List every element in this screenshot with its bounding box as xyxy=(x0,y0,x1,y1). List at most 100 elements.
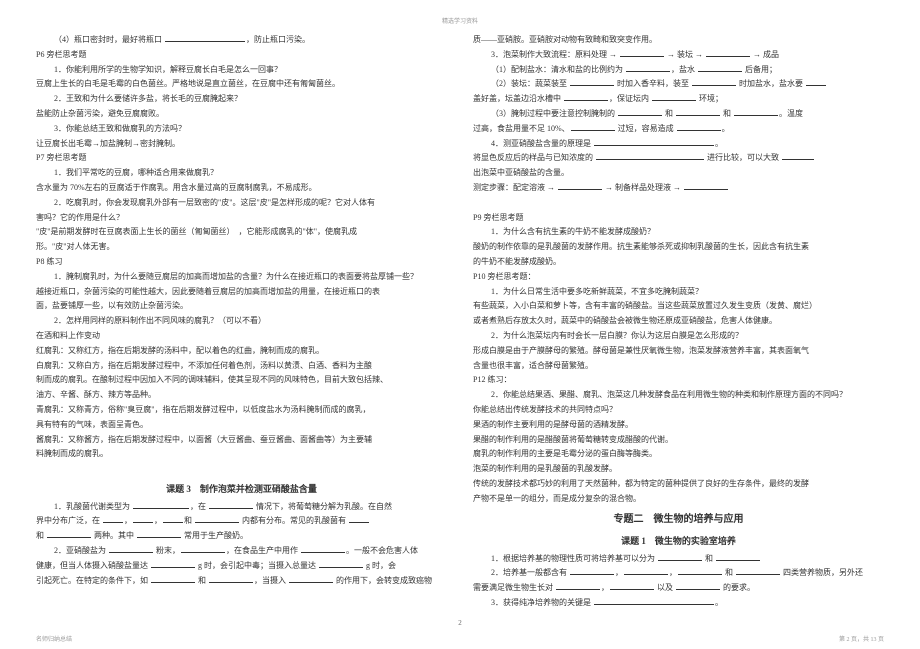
text-line: 或者煮熟后存放太久时，蔬菜中的硝酸盐会被微生物还原成亚硝酸盐，危害人体健康。 xyxy=(473,314,884,329)
text-line: 腐乳的制作利用的主要是毛霉分泌的蛋白酶等酶类。 xyxy=(473,447,884,462)
text-line: 1．我们平常吃的豆腐，哪种适合用来做腐乳？ xyxy=(36,166,447,181)
fill-blank xyxy=(782,152,814,160)
fill-blank xyxy=(652,93,696,101)
fill-blank xyxy=(676,108,720,116)
text-line: 3．获得纯净培养物的关键是 。 xyxy=(473,596,884,611)
fill-blank xyxy=(678,567,722,575)
text-line: 测定步骤：配定溶液 → → 制备样品处理液 → xyxy=(473,181,884,196)
fill-blank xyxy=(734,108,778,116)
text-line: 质——亚硝胺。亚硝胺对动物有致畸和致突变作用。 xyxy=(473,33,884,48)
fill-blank xyxy=(596,152,704,160)
text-line: 2．亚硝酸盐为 粉末，，在食品生产中用作 。一般不会危害人体 xyxy=(36,544,447,559)
text-line: 的牛奶不能发酵成酸奶。 xyxy=(473,255,884,270)
fill-blank xyxy=(610,582,654,590)
text-line: 2．你能总结果酒、果醋、腐乳、泡菜这几种发酵食品在利用微生物的种类和制作原理方面… xyxy=(473,388,884,403)
text-line: 引起死亡。在特定的条件下，如 和 ，当摄入 的作用下，会转变成致癌物 xyxy=(36,574,447,589)
text-line: 油方、辛酱、酥方、辣方等品种。 xyxy=(36,388,447,403)
page-footer: 名师归纳总结 第 2 页，共 13 页 xyxy=(36,634,884,643)
two-column-layout: （4）瓶口密封时，最好将瓶口 ，防止瓶口污染。P6 旁栏思考题1．你能利用所学的… xyxy=(36,33,884,613)
fill-blank xyxy=(564,93,608,101)
text-line: 2．培养基一般都含有 ，， 和 四类营养物质，另外还 xyxy=(473,566,884,581)
text-line: 在酒和料上作变动 xyxy=(36,329,447,344)
text-line: 过高，食盐用量不足 10%、 过短，容易造成 。 xyxy=(473,122,884,137)
text-line: 1．腌制腐乳时，为什么要随豆腐层的加高而增加盐的含量？为什么在接近瓶口的表面要将… xyxy=(36,270,447,285)
fill-blank xyxy=(209,575,253,583)
text-line: P9 旁栏思考题 xyxy=(473,211,884,226)
text-line: P10 旁栏思考题： xyxy=(473,270,884,285)
fill-blank xyxy=(181,545,225,553)
text-line: 形成白膜是由于产膜酵母的繁殖。酵母菌是兼性厌氧微生物，泡菜发酵液营养丰富，其表面… xyxy=(473,344,884,359)
fill-blank xyxy=(698,64,742,72)
fill-blank xyxy=(570,78,614,86)
fill-blank xyxy=(47,530,91,538)
footer-right-text: 第 2 页，共 13 页 xyxy=(839,634,884,643)
text-line: 和 两种。其中 常用于生产酸奶。 xyxy=(36,529,447,544)
text-line: 果醋的制作利用的是醋酸菌将葡萄糖转变成醋酸的代谢。 xyxy=(473,433,884,448)
fill-blank xyxy=(706,49,750,57)
fill-blank xyxy=(151,575,195,583)
topic-heading: 课题 1 微生物的实验室培养 xyxy=(473,533,884,550)
text-line: P8 练习 xyxy=(36,255,447,270)
text-line: 1．乳酸菌代谢类型为 ，在 情况下，将葡萄糖分解为乳酸。在自然 xyxy=(36,500,447,515)
topic-heading: 课题 3 制作泡菜并检测亚硝酸盐含量 xyxy=(36,481,447,498)
text-line: 产物不是单一的组分，而是成分复杂的混合物。 xyxy=(473,492,884,507)
fill-blank xyxy=(626,64,670,72)
text-line: 泡菜的制作利用的是乳酸菌的乳酸发酵。 xyxy=(473,462,884,477)
text-line: 2．王致和为什么要储许多盐，将长毛的豆腐腌起来？ xyxy=(36,92,447,107)
text-line xyxy=(36,462,447,477)
text-line: 具有特有的气味，表面呈青色。 xyxy=(36,418,447,433)
text-line: P12 练习： xyxy=(473,373,884,388)
topic-heading: 专题二 微生物的培养与应用 xyxy=(473,511,884,530)
text-line: 3．泡菜制作大致流程：原料处理 → → 装坛 → → 成品 xyxy=(473,48,884,63)
right-column: 质——亚硝胺。亚硝胺对动物有致畸和致突变作用。3．泡菜制作大致流程：原料处理 →… xyxy=(473,33,884,613)
text-line: 豆腐上生长的白毛是毛霉的白色菌丝。严格地说是直立菌丝，在豆腐中还有匍匐菌丝。 xyxy=(36,77,447,92)
text-line: 让豆腐长出毛霉→加盐腌制→密封腌制。 xyxy=(36,137,447,152)
footer-left-text: 名师归纳总结 xyxy=(36,634,72,643)
doc-header: 精选学习资料 xyxy=(36,16,884,25)
text-line: P6 旁栏思考题 xyxy=(36,48,447,63)
text-line: （3）腌制过程中要注意控制腌制的 和 和 。温度 xyxy=(473,107,884,122)
fill-blank xyxy=(594,597,714,605)
text-line: 将显色反应后的样品与已知浓度的 进行比较，可以大致 xyxy=(473,151,884,166)
fill-blank xyxy=(594,138,714,146)
text-line: 你能总结出传统发酵技术的共同特点吗？ xyxy=(473,403,884,418)
fill-blank xyxy=(103,515,123,523)
fill-blank xyxy=(556,582,600,590)
text-line: 4．测亚硝酸盐含量的原理是 。 xyxy=(473,137,884,152)
fill-blank xyxy=(133,501,189,509)
text-line: 1．为什么含有抗生素的牛奶不能发酵成酸奶？ xyxy=(473,225,884,240)
text-line: 含量也很丰富，适合酵母菌繁殖。 xyxy=(473,359,884,374)
fill-blank xyxy=(684,182,728,190)
page-root: 精选学习资料 （4）瓶口密封时，最好将瓶口 ，防止瓶口污染。P6 旁栏思考题1．… xyxy=(0,0,920,649)
text-line: 料腌制而成的腐乳。 xyxy=(36,447,447,462)
fill-blank xyxy=(209,501,253,509)
fill-blank xyxy=(151,560,195,568)
fill-blank xyxy=(349,515,369,523)
fill-blank xyxy=(133,515,153,523)
text-line: 界中分布广泛，在 ，，和 内都有分布。常见的乳酸菌有 xyxy=(36,514,447,529)
fill-blank xyxy=(620,49,664,57)
text-line: "皮"是前期发酵时在豆腐表面上生长的菌丝（匍匐菌丝） ，它能形成腐乳的"体"，使… xyxy=(36,225,447,240)
fill-blank xyxy=(736,567,780,575)
text-line: （2）装坛：蔬菜装至 时加入香辛料，装至 时加盐水，盐水要 xyxy=(473,77,884,92)
text-line: （1）配制盐水：清水和盐的比例约为 ，盐水 后备用； xyxy=(473,63,884,78)
text-line: （4）瓶口密封时，最好将瓶口 ，防止瓶口污染。 xyxy=(36,33,447,48)
text-line xyxy=(473,196,884,211)
text-line: P7 旁栏思考题 xyxy=(36,151,447,166)
text-line: 3．你能总结王致和做腐乳的方法吗？ xyxy=(36,122,447,137)
text-line: 青腐乳：又称青方，俗称"臭豆腐"，指在后期发酵过程中，以低度盐水为汤料腌制而成的… xyxy=(36,403,447,418)
text-line: 1．根据培养基的物理性质可将培养基可以分为 和 xyxy=(473,552,884,567)
text-line: 2．为什么泡菜坛内有时会长一层白膜？你认为这层白膜是怎么形成的？ xyxy=(473,329,884,344)
left-column: （4）瓶口密封时，最好将瓶口 ，防止瓶口污染。P6 旁栏思考题1．你能利用所学的… xyxy=(36,33,447,613)
fill-blank xyxy=(195,515,239,523)
text-line: 传统的发酵技术都巧妙的利用了天然菌种，都为特定的菌种提供了良好的生存条件，最终的… xyxy=(473,477,884,492)
text-line: 酸奶的制作依靠的是乳酸菌的发酵作用。抗生素能够杀死或抑制乳酸菌的生长，因此含有抗… xyxy=(473,240,884,255)
fill-blank xyxy=(677,123,721,131)
fill-blank xyxy=(692,78,736,86)
fill-blank xyxy=(109,545,153,553)
fill-blank xyxy=(658,553,702,561)
text-line: 1．为什么日常生活中要多吃新鲜蔬菜，不宜多吃腌制蔬菜？ xyxy=(473,285,884,300)
text-line: 果酒的制作主要利用的是酵母菌的酒精发酵。 xyxy=(473,418,884,433)
text-line: 酱腐乳：又称酱方，指在后期发酵过程中，以面酱（大豆酱曲、蚕豆酱曲、面酱曲等）为主… xyxy=(36,433,447,448)
text-line: 含水量为 70%左右的豆腐适于作腐乳。用含水量过高的豆腐制腐乳，不易成形。 xyxy=(36,181,447,196)
